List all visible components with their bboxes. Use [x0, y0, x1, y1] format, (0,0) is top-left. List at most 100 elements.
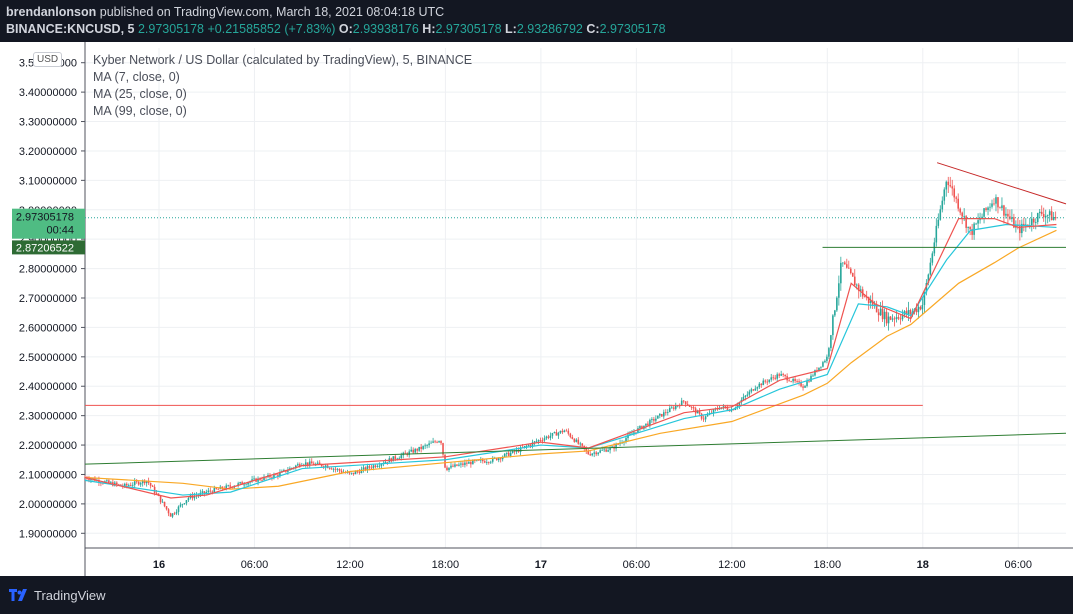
candle-body: [1034, 222, 1037, 223]
candle-body: [901, 314, 904, 320]
candle-body: [1044, 215, 1047, 218]
candle-body: [603, 449, 605, 451]
legend-ma99[interactable]: MA (99, close, 0): [93, 104, 187, 118]
candle-body: [957, 198, 959, 209]
y-tick-label: 2.40000000: [19, 381, 77, 393]
candle-body: [295, 465, 297, 468]
candle-body: [227, 485, 230, 487]
candle-body: [802, 386, 804, 388]
candle-body: [203, 491, 206, 494]
chart-area[interactable]: 1.90000000 2.00000000 2.10000000 2.20000000…: [0, 42, 1073, 576]
candle-body: [933, 242, 936, 254]
y-tick-label: 2.10000000: [19, 469, 77, 481]
candle-body: [273, 474, 275, 478]
candle-body: [1054, 217, 1057, 219]
candle-body: [738, 402, 741, 406]
candle-body: [794, 378, 796, 382]
candle-body: [525, 445, 528, 447]
candle-body: [641, 426, 643, 429]
candle-body: [404, 452, 407, 454]
ma25-line[interactable]: [84, 223, 1057, 496]
candle-body: [428, 443, 430, 446]
price-chart[interactable]: 1.90000000 2.00000000 2.10000000 2.20000000…: [0, 42, 1073, 576]
candle-body: [155, 493, 158, 494]
candle-body: [897, 317, 900, 319]
candle-body: [820, 366, 822, 368]
y-tick-label: 2.50000000: [19, 352, 77, 364]
y-tick-label: 3.10000000: [19, 175, 77, 187]
candle-body: [537, 440, 540, 442]
candle-body: [491, 458, 494, 462]
legend-ma25[interactable]: MA (25, close, 0): [93, 87, 187, 101]
candle-body: [754, 388, 757, 391]
candle-body: [446, 467, 448, 470]
candle-body: [430, 442, 432, 444]
tradingview-brand[interactable]: TradingView: [34, 588, 106, 603]
candle-body: [704, 416, 707, 420]
y-tick-label: 2.60000000: [19, 322, 77, 334]
candle-body: [863, 296, 866, 298]
candle-body: [1030, 218, 1033, 226]
candle-body: [577, 439, 580, 444]
candle-body: [792, 378, 794, 382]
publisher-name[interactable]: brendanlonson: [6, 5, 97, 19]
candle-body: [450, 465, 452, 468]
ma99-line[interactable]: [84, 229, 1057, 490]
candle-body: [420, 446, 422, 449]
candle-body: [875, 304, 878, 313]
y-tick-label: 3.40000000: [19, 87, 77, 99]
ohlc-line: BINANCE:KNCUSD, 5 2.97305178 +0.21585852…: [6, 22, 666, 36]
candle-body: [277, 474, 279, 477]
candle-body: [523, 446, 526, 448]
candle-body: [836, 297, 838, 311]
candle-body: [533, 441, 536, 443]
legend-ma7[interactable]: MA (7, close, 0): [93, 70, 180, 84]
published-text: published on TradingView.com, March 18, …: [99, 5, 445, 19]
currency-badge[interactable]: USD: [33, 52, 63, 67]
candle-body: [141, 480, 144, 484]
candle-body: [384, 461, 387, 464]
candle-body: [215, 488, 218, 489]
candle-body: [547, 436, 550, 438]
descending-trendline-red[interactable]: [936, 162, 1067, 205]
x-tick-label: 06:00: [623, 559, 651, 571]
candle-body: [782, 374, 784, 375]
candle-body: [810, 375, 812, 382]
candle-body: [672, 407, 675, 409]
candle-body: [977, 220, 979, 224]
candle-body: [213, 488, 216, 493]
ma7-line[interactable]: [84, 217, 1057, 499]
candle-body: [963, 216, 965, 218]
x-tick-label: 18:00: [432, 559, 460, 571]
candle-body: [965, 216, 967, 228]
candle-body: [412, 449, 414, 453]
candle-body: [1001, 205, 1003, 209]
candle-body: [663, 412, 665, 417]
candle-body: [366, 466, 369, 470]
y-tick-label: 2.70000000: [19, 293, 77, 305]
candle-body: [358, 471, 361, 474]
candle-body: [935, 225, 938, 243]
candle-body: [336, 469, 339, 470]
candle-body: [306, 462, 309, 465]
candle-body: [830, 335, 832, 349]
candle-body: [684, 401, 687, 405]
candle-body: [883, 311, 886, 320]
candle-body: [919, 306, 922, 310]
candle-body: [766, 381, 769, 383]
candle-body: [764, 380, 767, 382]
candle-body: [563, 430, 566, 433]
candle-body: [543, 438, 546, 441]
candle-body: [806, 381, 808, 386]
candle-body: [617, 443, 619, 445]
candle-body: [774, 377, 777, 379]
candle-body: [161, 501, 164, 503]
candle-body: [116, 482, 118, 485]
ascending-trendline[interactable]: [84, 432, 1067, 465]
candle-body: [1046, 215, 1049, 217]
candle-body: [360, 469, 363, 474]
candle-body: [851, 273, 854, 277]
candle-body: [549, 435, 552, 438]
candle-body: [468, 461, 470, 464]
candle-body: [159, 495, 162, 503]
